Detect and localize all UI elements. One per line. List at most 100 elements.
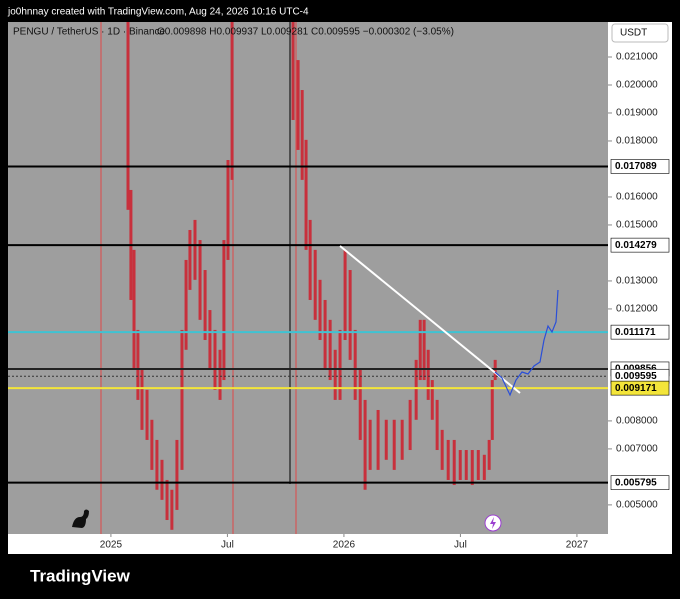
x-tick-label: 2027	[566, 540, 589, 551]
candle	[313, 249, 317, 320]
candle	[213, 329, 217, 390]
candle	[296, 60, 300, 150]
candle	[426, 349, 430, 400]
event-icon-bolt	[490, 517, 496, 529]
y-tick-label: 0.005000	[616, 500, 658, 511]
time-axis	[8, 534, 608, 554]
candle	[422, 319, 426, 381]
candle	[470, 450, 474, 486]
candle	[440, 429, 444, 470]
candle	[414, 359, 418, 420]
candle	[218, 349, 222, 400]
level-label: 0.005795	[615, 477, 657, 488]
x-tick-label: 2025	[100, 540, 123, 551]
candle	[198, 240, 202, 320]
level-label: 0.009595	[615, 371, 657, 382]
candle	[452, 439, 456, 486]
candle	[487, 439, 491, 470]
candle	[230, 22, 234, 180]
candle	[226, 160, 230, 260]
candle	[348, 270, 352, 360]
level-label-box	[610, 380, 670, 396]
candle	[408, 399, 412, 451]
x-tick-label: Jul	[221, 540, 234, 551]
currency-button[interactable]	[611, 23, 669, 43]
candle	[323, 299, 327, 370]
y-tick-label: 0.018000	[616, 136, 658, 147]
projection-path	[494, 289, 559, 397]
candle	[384, 419, 388, 460]
candle	[343, 249, 347, 341]
candle	[208, 310, 212, 370]
candle	[392, 419, 396, 470]
candle	[446, 439, 450, 480]
candle	[358, 369, 362, 440]
candle	[193, 219, 197, 280]
candle	[430, 380, 434, 420]
ohlc: O0.009898 H0.009937 L0.009281 C0.009595 …	[157, 27, 454, 38]
candle	[184, 259, 188, 350]
y-tick-label: 0.013000	[616, 276, 658, 287]
level-label: 0.014279	[615, 240, 657, 251]
y-tick-label: 0.016000	[616, 192, 658, 203]
level-label: 0.011171	[615, 327, 656, 338]
candle	[482, 454, 486, 480]
candle	[170, 489, 174, 530]
candle	[150, 419, 154, 470]
candle	[400, 419, 404, 460]
candle	[353, 329, 357, 400]
candle	[155, 439, 159, 490]
candle	[368, 419, 372, 470]
candle	[175, 439, 179, 510]
candle	[180, 329, 184, 470]
x-tick-label: Jul	[454, 540, 467, 551]
candle	[132, 249, 136, 370]
candle	[476, 450, 480, 480]
candle	[363, 399, 367, 490]
candle	[304, 139, 308, 250]
candle	[338, 329, 342, 400]
level-label-box	[610, 237, 670, 253]
currency-label: USDT	[620, 28, 647, 39]
y-tick-label: 0.020000	[616, 80, 658, 91]
level-label-box	[610, 324, 670, 340]
candle	[333, 349, 337, 400]
y-tick-label: 0.007000	[616, 444, 658, 455]
drawings	[72, 245, 559, 532]
candle	[140, 369, 144, 430]
candle	[203, 270, 207, 341]
y-tick-label: 0.019000	[616, 108, 658, 119]
plot	[8, 22, 608, 534]
candle	[291, 22, 295, 120]
candle	[490, 380, 494, 440]
candle	[376, 409, 380, 470]
attribution: jo0hnnay created with TradingView.com, A…	[7, 7, 309, 18]
candle	[222, 240, 226, 381]
level-label: 0.017089	[615, 161, 657, 172]
candle	[418, 319, 422, 381]
y-tick-label: 0.015000	[616, 220, 658, 231]
candle	[458, 450, 462, 480]
candle	[308, 219, 312, 300]
candle	[188, 229, 192, 290]
level-label: 0.009171	[615, 383, 657, 394]
candle	[493, 359, 497, 381]
candle	[464, 450, 468, 480]
plot-area	[8, 22, 608, 534]
candle	[328, 319, 332, 381]
level-label-box	[610, 159, 670, 174]
y-tick-label: 0.008000	[616, 416, 658, 427]
price-axis	[608, 22, 672, 554]
y-tick-label: 0.012000	[616, 304, 658, 315]
trendline	[339, 245, 521, 394]
brand: TradingView	[30, 566, 131, 585]
candle	[136, 329, 140, 400]
candle	[160, 459, 164, 500]
candle	[435, 399, 439, 451]
logo-icon	[72, 509, 89, 528]
candle	[318, 279, 322, 341]
candle	[165, 479, 169, 521]
candle	[126, 22, 130, 210]
